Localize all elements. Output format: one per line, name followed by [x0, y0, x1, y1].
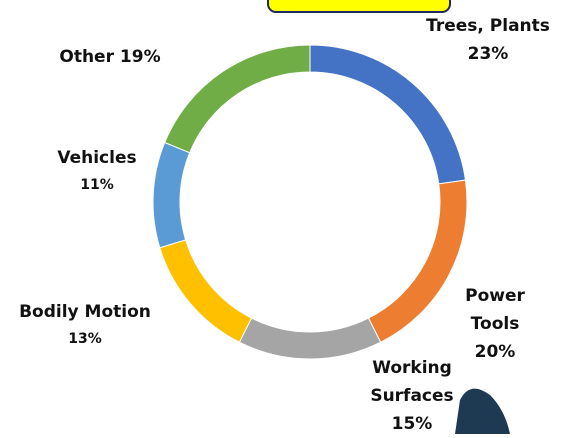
value-label: 11%	[37, 172, 157, 198]
data-label: Power Tools 20%	[455, 282, 535, 366]
page: Trees, Plants 23% Power Tools 20%Working Su…	[0, 0, 564, 434]
value-label: 13%	[0, 326, 175, 352]
title-box	[268, 0, 450, 12]
category-name: Vehicles	[57, 148, 136, 168]
category-name: Working Surfaces	[370, 358, 453, 406]
category-name: Bodily Motion	[19, 302, 151, 322]
category-name: Trees, Plants	[426, 16, 550, 36]
category-name: Other	[59, 47, 114, 67]
data-label: Trees, Plants 23%	[398, 12, 564, 68]
value-label: 20%	[455, 338, 535, 366]
donut-segment	[368, 180, 467, 342]
value-label: 19%	[120, 47, 161, 67]
data-label: Vehicles 11%	[37, 144, 157, 198]
category-name: Power Tools	[465, 286, 525, 334]
data-label: Bodily Motion 13%	[0, 298, 175, 352]
donut-segment	[153, 142, 190, 247]
donut-segment	[239, 318, 380, 359]
value-label: 23%	[398, 40, 564, 68]
data-label: Other 19%	[30, 43, 190, 71]
